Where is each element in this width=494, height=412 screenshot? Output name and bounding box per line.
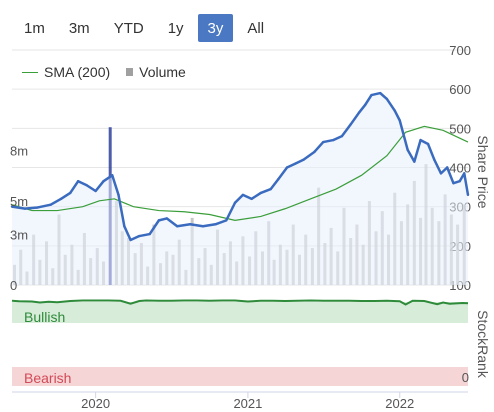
- price-tick-label: 400: [449, 161, 471, 176]
- price-point: [175, 225, 179, 228]
- x-tick-label: 2021: [233, 396, 262, 411]
- price-point: [445, 166, 449, 169]
- price-point: [285, 166, 289, 169]
- stockrank-tick-label: 0: [462, 370, 469, 385]
- price-point: [49, 203, 52, 206]
- price-point: [370, 93, 373, 97]
- volume-tick-label: 8m: [10, 144, 28, 159]
- price-point: [426, 142, 430, 146]
- price-tick-label: 600: [449, 82, 471, 97]
- price-point: [225, 219, 228, 222]
- volume-tick-label: 5m: [10, 194, 28, 209]
- sma-legend-label[interactable]: SMA (200): [44, 64, 111, 80]
- price-point: [214, 223, 217, 226]
- price-point: [313, 150, 316, 154]
- price-point: [157, 219, 161, 222]
- range-button-ytd[interactable]: YTD: [104, 14, 154, 42]
- price-point: [419, 138, 422, 142]
- price-point: [36, 206, 39, 209]
- volume-legend-label[interactable]: Volume: [139, 64, 186, 80]
- price-point: [463, 172, 466, 175]
- price-point: [233, 201, 237, 204]
- price-point: [340, 134, 344, 138]
- price-area: [12, 93, 468, 285]
- price-point: [188, 223, 192, 226]
- price-point: [259, 191, 263, 195]
- price-point: [379, 91, 382, 95]
- stockrank-line: [11, 299, 469, 306]
- price-point: [117, 193, 120, 197]
- price-point: [94, 189, 97, 193]
- volume-tick-label: 3m: [10, 228, 28, 243]
- price-point: [364, 103, 367, 107]
- price-point: [413, 160, 416, 163]
- price-point: [277, 178, 280, 181]
- price-point: [241, 193, 245, 197]
- price-tick-label: 700: [449, 43, 471, 58]
- stockrank-axis-title: StockRank: [475, 310, 491, 379]
- volume-tick-label: 0: [10, 278, 17, 293]
- price-point: [452, 181, 455, 185]
- price-point: [201, 225, 205, 228]
- sma-legend-swatch: [22, 71, 38, 73]
- price-tick-label: 500: [449, 121, 471, 136]
- price-point: [294, 162, 297, 165]
- bearish-label: Bearish: [24, 370, 71, 386]
- range-selector: 1m 3m YTD 1y 3y All: [14, 14, 274, 42]
- price-axis-title: Share Price: [475, 135, 491, 208]
- price-point: [10, 205, 14, 208]
- price-point: [165, 217, 168, 220]
- price-point: [111, 174, 114, 177]
- price-point: [331, 138, 335, 142]
- price-point: [148, 232, 151, 236]
- price-point: [406, 148, 409, 152]
- price-point: [23, 207, 27, 210]
- x-tick-label: 2020: [81, 396, 110, 411]
- price-point: [250, 197, 253, 201]
- range-button-all[interactable]: All: [237, 14, 274, 42]
- price-point: [439, 172, 443, 175]
- price-point: [59, 197, 63, 201]
- price-point: [76, 180, 80, 183]
- bearish-band: [12, 367, 468, 386]
- price-point: [433, 158, 436, 161]
- sma-line: [11, 125, 469, 221]
- price-point: [357, 111, 361, 114]
- price-point: [85, 183, 88, 187]
- price-point: [349, 123, 352, 126]
- price-point: [466, 193, 470, 197]
- price-point: [102, 180, 105, 183]
- price-point: [269, 187, 272, 191]
- x-tick-label: 2022: [385, 396, 414, 411]
- range-button-3m[interactable]: 3m: [59, 14, 100, 42]
- price-point: [123, 225, 126, 228]
- price-point: [385, 97, 389, 101]
- range-button-1m[interactable]: 1m: [14, 14, 55, 42]
- range-button-3y[interactable]: 3y: [197, 14, 234, 42]
- price-point: [393, 109, 396, 112]
- chart-legend: SMA (200) Volume: [22, 64, 186, 80]
- price-point: [322, 140, 325, 144]
- bullish-band: [12, 302, 468, 323]
- price-point: [138, 234, 141, 238]
- price-point: [398, 119, 401, 122]
- price-point: [69, 191, 72, 195]
- price-point: [458, 180, 461, 183]
- range-button-1y[interactable]: 1y: [158, 14, 194, 42]
- bullish-label: Bullish: [24, 309, 65, 325]
- price-point: [302, 158, 305, 161]
- price-point: [129, 238, 132, 242]
- volume-legend-swatch: [126, 68, 134, 76]
